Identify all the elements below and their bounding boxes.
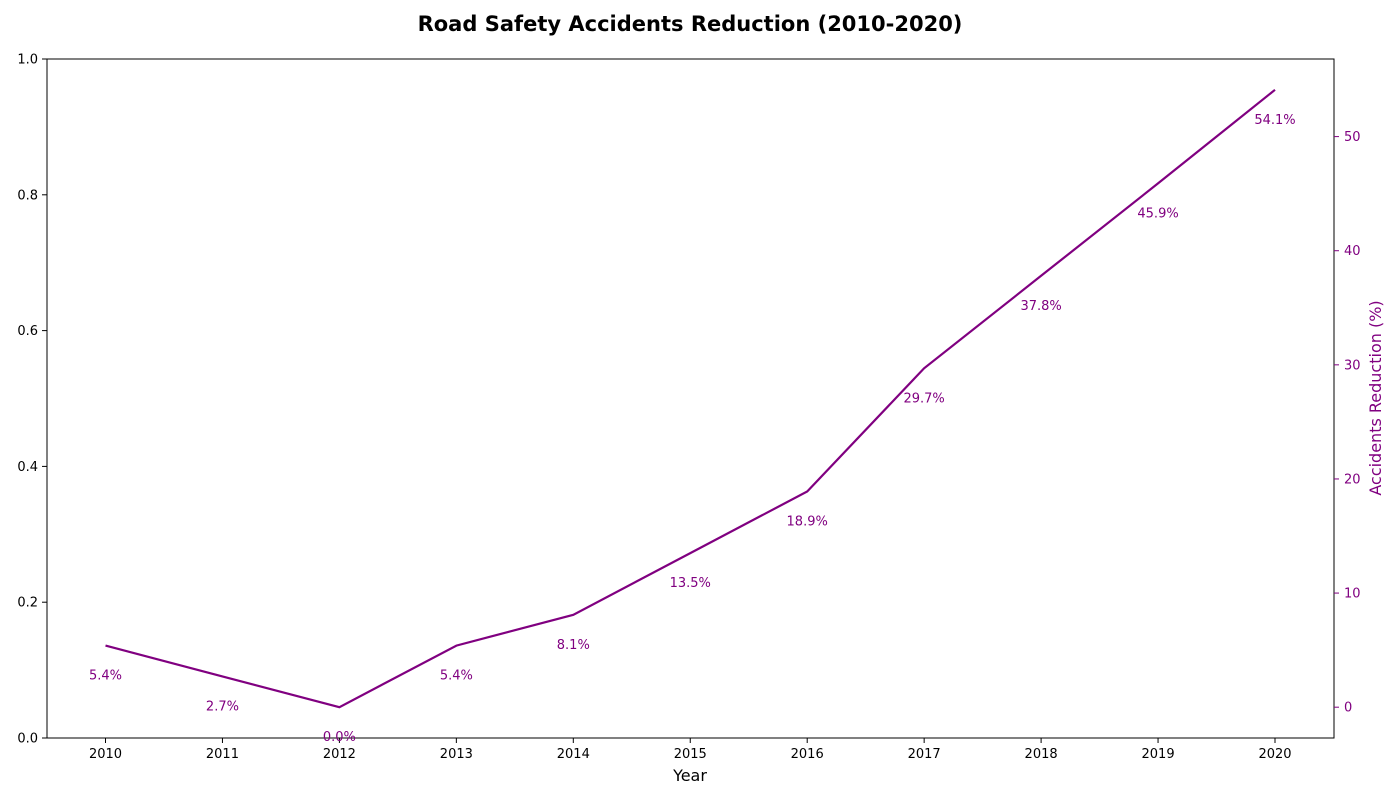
data-label-5: 13.5% — [670, 576, 711, 591]
x-tick-label-1: 2011 — [206, 747, 239, 762]
data-labels: 5.4% 2.7% 0.0% 5.4% 8.1% 13.5% 18.9% 29.7% 37.8%… — [89, 113, 1296, 745]
right-axis: 0 10 20 30 40 50 — [1334, 130, 1361, 716]
right-tick-label-1: 10 — [1344, 587, 1361, 602]
right-tick-label-3: 30 — [1344, 358, 1361, 373]
right-tick-label-4: 40 — [1344, 244, 1361, 259]
x-axis: 2010 2011 2012 2013 2014 2015 2016 2017 2018 2019… — [89, 738, 1292, 762]
right-tick-label-0: 0 — [1344, 701, 1352, 716]
x-tick-label-5: 2015 — [674, 747, 707, 762]
right-axis-label: Accidents Reduction (%) — [1366, 300, 1385, 495]
data-label-10: 54.1% — [1254, 113, 1295, 128]
x-tick-label-9: 2019 — [1142, 747, 1175, 762]
x-tick-label-10: 2020 — [1258, 747, 1291, 762]
x-tick-label-8: 2018 — [1025, 747, 1058, 762]
data-label-7: 29.7% — [903, 391, 944, 406]
left-tick-label-4: 0.8 — [17, 188, 38, 203]
x-tick-label-4: 2014 — [557, 747, 590, 762]
x-tick-label-0: 2010 — [89, 747, 122, 762]
left-axis: 0.0 0.2 0.4 0.6 0.8 1.0 — [17, 53, 47, 747]
left-tick-label-5: 1.0 — [17, 53, 38, 68]
left-tick-label-0: 0.0 — [17, 732, 38, 747]
chart-title: Road Safety Accidents Reduction (2010-20… — [418, 12, 963, 36]
x-tick-label-7: 2017 — [908, 747, 941, 762]
series-line-accidents-reduction — [105, 88, 1276, 709]
x-tick-label-3: 2013 — [440, 747, 473, 762]
x-axis-label: Year — [672, 766, 707, 785]
data-label-8: 37.8% — [1020, 299, 1061, 314]
right-tick-label-2: 20 — [1344, 472, 1361, 487]
x-tick-label-6: 2016 — [791, 747, 824, 762]
data-label-9: 45.9% — [1137, 206, 1178, 221]
data-label-2: 0.0% — [323, 730, 356, 745]
plot-area — [46, 58, 1335, 739]
data-label-3: 5.4% — [440, 669, 473, 684]
data-label-6: 18.9% — [787, 515, 828, 530]
right-tick-label-5: 50 — [1344, 130, 1361, 145]
x-tick-label-2: 2012 — [323, 747, 356, 762]
data-label-0: 5.4% — [89, 669, 122, 684]
left-tick-label-3: 0.6 — [17, 324, 38, 339]
data-label-4: 8.1% — [557, 638, 590, 653]
left-tick-label-1: 0.2 — [17, 596, 38, 611]
left-tick-label-2: 0.4 — [17, 460, 38, 475]
data-label-1: 2.7% — [206, 699, 239, 714]
